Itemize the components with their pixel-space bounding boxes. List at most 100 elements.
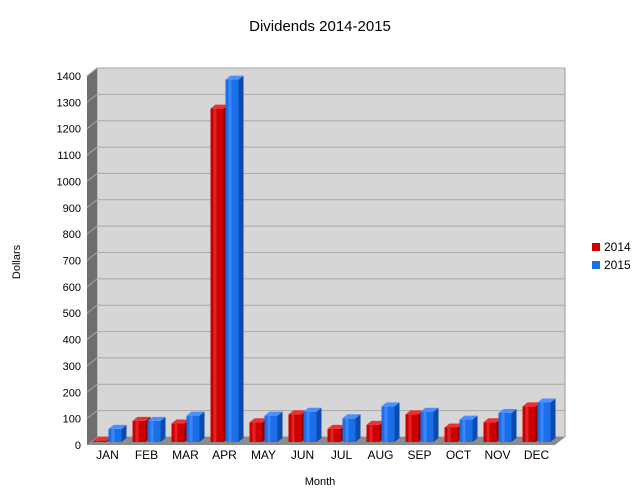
y-tick-label: 1200 — [57, 124, 81, 136]
bar-side-2015-JUN — [316, 407, 322, 442]
bar-2014-SEP — [405, 414, 419, 442]
bar-2014-JAN — [93, 440, 107, 442]
bar-highlight-2014-OCT — [447, 427, 451, 442]
bar-top-2015-MAR — [186, 411, 205, 416]
bar-top-2014-MAY — [249, 418, 268, 423]
bar-2015-APR — [225, 79, 239, 442]
bar-highlight-2014-DEC — [525, 406, 529, 442]
bar-2014-FEB — [132, 420, 146, 442]
bar-highlight-2014-NOV — [486, 422, 490, 442]
legend-swatch-2014 — [592, 243, 600, 251]
x-tick-label: DEC — [524, 448, 550, 462]
y-tick-label: 1100 — [57, 150, 81, 162]
gridline-side — [86, 93, 98, 103]
bar-highlight-2015-MAY — [267, 415, 271, 442]
bar-2014-OCT — [444, 427, 458, 442]
gridline-side — [86, 383, 98, 393]
bar-highlight-2014-APR — [213, 108, 217, 442]
bar-top-2014-SEP — [405, 410, 424, 415]
gridline-side — [86, 331, 98, 340]
bar-2015-SEP — [420, 411, 434, 442]
bar-highlight-2015-APR — [228, 79, 232, 442]
bar-2015-DEC — [537, 402, 551, 442]
y-tick-label: 700 — [63, 256, 81, 268]
bar-highlight-2014-SEP — [408, 414, 412, 442]
y-tick-label: 100 — [63, 414, 81, 426]
gridline-side — [86, 173, 98, 182]
bar-highlight-2015-JUL — [345, 418, 349, 442]
bar-highlight-2014-MAY — [252, 422, 256, 442]
bar-2015-JUN — [303, 411, 317, 442]
gridline-side — [86, 67, 98, 77]
bar-2015-AUG — [381, 406, 395, 442]
x-tick-label: MAR — [172, 448, 199, 462]
bar-top-2014-JUL — [327, 424, 346, 429]
bar-top-2015-MAY — [264, 411, 283, 416]
gridline-side — [86, 252, 98, 261]
bar-top-2015-JUL — [342, 414, 361, 419]
bar-highlight-2015-OCT — [462, 419, 466, 442]
bar-highlight-2015-DEC — [540, 402, 544, 442]
bar-2014-NOV — [483, 422, 497, 442]
legend-label-2015: 2015 — [604, 258, 631, 272]
bar-highlight-2015-AUG — [384, 406, 388, 442]
x-tick-label: NOV — [484, 448, 510, 462]
bar-side-2015-AUG — [394, 402, 400, 442]
y-tick-label: 0 — [75, 440, 81, 452]
gridline-side — [86, 278, 98, 288]
y-tick-label: 300 — [63, 361, 81, 373]
gridline-side — [86, 304, 98, 314]
bar-top-2014-DEC — [522, 402, 541, 407]
bar-2015-NOV — [498, 413, 512, 442]
bar-highlight-2015-JUN — [306, 411, 310, 442]
bar-side-2015-JUL — [355, 414, 361, 442]
gridline-side — [86, 225, 98, 235]
y-tick-label: 200 — [63, 387, 81, 399]
bar-2015-JAN — [108, 428, 122, 442]
y-tick-label: 1400 — [57, 71, 81, 83]
bar-top-2015-AUG — [381, 402, 400, 407]
bar-top-2014-APR — [210, 104, 229, 109]
x-tick-label: JUL — [331, 448, 353, 462]
bar-top-2014-NOV — [483, 418, 502, 423]
bar-highlight-2015-FEB — [150, 420, 154, 442]
bar-highlight-2015-NOV — [501, 413, 505, 442]
chart-title: Dividends 2014-2015 — [249, 18, 391, 35]
bar-side-2015-FEB — [160, 416, 166, 442]
bar-side-2015-APR — [238, 75, 244, 442]
legend: 2014 2015 — [592, 238, 631, 274]
x-tick-label: OCT — [446, 448, 472, 462]
bar-highlight-2015-JAN — [111, 428, 115, 442]
bar-2014-DEC — [522, 406, 536, 442]
bar-top-2014-JUN — [288, 410, 307, 415]
gridline-side — [86, 199, 98, 209]
bar-2015-FEB — [147, 420, 161, 442]
bar-highlight-2014-JUN — [291, 414, 295, 442]
bar-2015-JUL — [342, 418, 356, 442]
bar-2015-MAR — [186, 415, 200, 442]
y-tick-label: 1300 — [57, 97, 81, 109]
bar-top-2014-JAN — [93, 436, 112, 441]
bar-top-2015-SEP — [420, 407, 439, 412]
bar-side-2015-NOV — [511, 409, 517, 442]
bar-top-2014-OCT — [444, 423, 463, 428]
bar-top-2015-DEC — [537, 398, 556, 403]
bar-side-2015-OCT — [472, 415, 478, 442]
bar-2015-OCT — [459, 419, 473, 442]
x-tick-label: SEP — [407, 448, 431, 462]
x-tick-label: MAY — [251, 448, 276, 462]
gridline-side — [86, 410, 98, 420]
bar-top-2015-NOV — [498, 409, 517, 414]
bar-top-2015-APR — [225, 75, 244, 80]
bar-top-2014-MAR — [171, 419, 190, 424]
bar-top-2015-JUN — [303, 407, 322, 412]
y-tick-label: 500 — [63, 308, 81, 320]
y-tick-label: 600 — [63, 282, 81, 294]
bar-top-2015-FEB — [147, 416, 166, 421]
legend-label-2014: 2014 — [604, 240, 631, 254]
bar-2015-MAY — [264, 415, 278, 442]
bar-2014-JUL — [327, 428, 341, 442]
legend-swatch-2015 — [592, 261, 600, 269]
bar-side-2015-MAR — [199, 411, 205, 442]
